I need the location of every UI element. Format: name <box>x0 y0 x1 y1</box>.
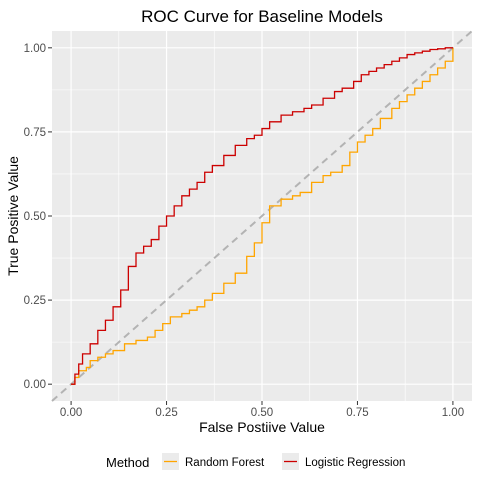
y-axis-ticks: 0.00 0.25 0.50 0.75 1.00 <box>24 43 52 391</box>
y-tick-label: 0.75 <box>24 127 46 139</box>
random-guess-reference-line <box>51 30 473 402</box>
y-axis-title: True Positive Value <box>5 156 21 276</box>
series-layer <box>71 47 454 385</box>
chart-title: ROC Curve for Baseline Models <box>141 7 383 26</box>
x-tick-label: 1.00 <box>442 407 464 419</box>
x-tick-label: 0.75 <box>346 407 368 419</box>
legend-label: Logistic Regression <box>305 457 405 469</box>
series-line-random-forest <box>71 47 454 385</box>
x-axis-title: False Postiive Value <box>199 419 325 435</box>
y-tick-label: 0.00 <box>24 379 46 391</box>
legend: Method Random Forest Logistic Regression <box>106 453 405 470</box>
x-tick-label: 0.50 <box>251 407 273 419</box>
y-tick-label: 0.50 <box>24 211 46 223</box>
legend-item-logistic-regression: Logistic Regression <box>282 453 405 470</box>
legend-items: Random Forest Logistic Regression <box>162 453 405 470</box>
y-tick-label: 0.25 <box>24 295 46 307</box>
y-tick-label: 1.00 <box>24 43 46 55</box>
x-axis-ticks: 0.00 0.25 0.50 0.75 1.00 <box>60 401 464 419</box>
legend-item-random-forest: Random Forest <box>162 453 265 470</box>
legend-title: Method <box>106 455 149 470</box>
series-line-logistic-regression <box>71 47 453 385</box>
x-tick-label: 0.00 <box>60 407 82 419</box>
legend-label: Random Forest <box>185 457 265 469</box>
x-tick-label: 0.25 <box>155 407 177 419</box>
